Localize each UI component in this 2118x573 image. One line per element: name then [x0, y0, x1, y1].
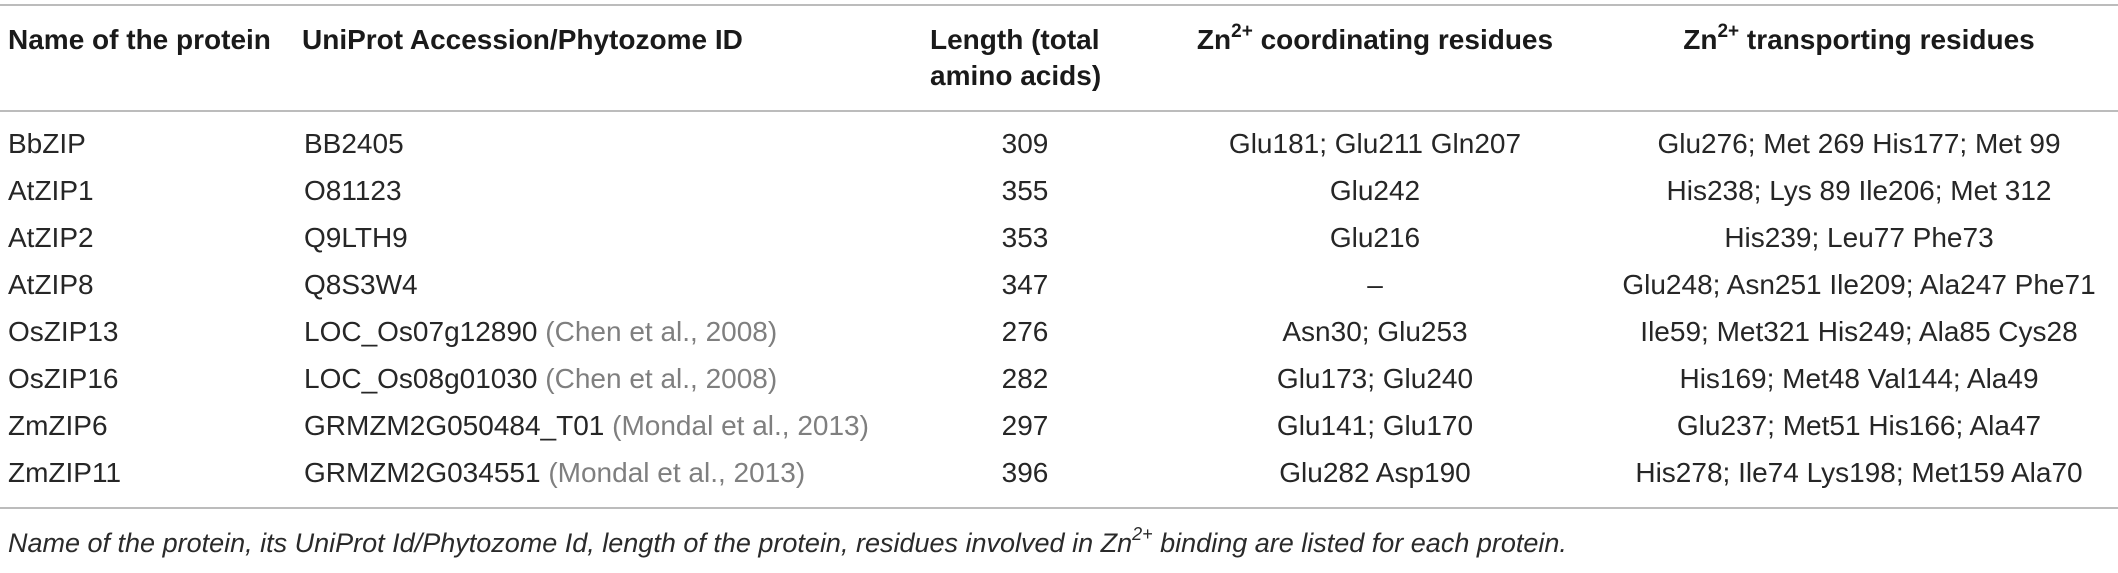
- length-cell: 276: [1001, 316, 1049, 347]
- footnote-text-end: binding are listed for each protein.: [1152, 528, 1567, 558]
- table-row: BbZIP BB2405 309 Glu181; Glu211 Gln207 Glu27…: [0, 111, 2118, 168]
- header-transporting-charge: 2+: [1717, 20, 1740, 42]
- citation-link[interactable]: (Chen et al., 2008): [545, 363, 778, 394]
- accession-id: LOC_Os07g12890: [304, 316, 546, 347]
- header-transporting: Zn2+ transporting residues: [1600, 5, 2118, 111]
- accession-id: O81123: [304, 175, 402, 206]
- length-cell: 297: [1001, 410, 1049, 441]
- table-row: AtZIP2 Q9LTH9 353 Glu216 His239; Leu77 Phe73: [0, 215, 2118, 262]
- transporting-residues-cell: His239; Leu77 Phe73: [1724, 222, 1994, 253]
- accession-cell: LOC_Os08g01030 (Chen et al., 2008): [294, 356, 850, 403]
- length-cell: 309: [1001, 128, 1049, 159]
- accession-cell: LOC_Os07g12890 (Chen et al., 2008): [294, 309, 850, 356]
- coordinating-residues-cell: Asn30; Glu253: [1282, 316, 1468, 347]
- citation-link[interactable]: (Mondal et al., 2013): [612, 410, 869, 441]
- accession-cell: GRMZM2G034551 (Mondal et al., 2013): [294, 450, 850, 508]
- header-coordinating: Zn2+ coordinating residues: [1150, 5, 1600, 111]
- protein-name-cell: BbZIP: [8, 128, 86, 159]
- table-footnote: Name of the protein, its UniProt Id/Phyt…: [8, 525, 1567, 559]
- table-row: OsZIP16 LOC_Os08g01030 (Chen et al., 2008…: [0, 356, 2118, 403]
- accession-id: GRMZM2G050484_T01: [304, 410, 613, 441]
- accession-id: Q8S3W4: [304, 269, 418, 300]
- footnote-charge: 2+: [1132, 524, 1153, 544]
- accession-id: Q9LTH9: [304, 222, 408, 253]
- table-body: BbZIP BB2405 309 Glu181; Glu211 Gln207 Glu27…: [0, 111, 2118, 508]
- coordinating-residues-cell: Glu216: [1329, 222, 1421, 253]
- accession-id: GRMZM2G034551: [304, 457, 549, 488]
- transporting-residues-cell: Glu248; Asn251 Ile209; Ala247 Phe71: [1622, 269, 2096, 300]
- table-header: Name of the protein UniProt Accession/Ph…: [0, 5, 2118, 111]
- accession-cell: BB2405: [294, 111, 850, 168]
- length-cell: 353: [1001, 222, 1049, 253]
- header-name: Name of the protein: [8, 24, 271, 55]
- coordinating-residues-cell: Glu282 Asp190: [1279, 457, 1471, 488]
- footnote-text: Name of the protein, its UniProt Id/Phyt…: [8, 528, 1133, 558]
- transporting-residues-cell: Glu276; Met 269 His177; Met 99: [1657, 128, 2061, 159]
- header-accession: UniProt Accession/Phytozome ID: [302, 24, 743, 55]
- accession-cell: O81123: [294, 168, 850, 215]
- table-row: AtZIP8 Q8S3W4 347 – Glu248; Asn251 Ile209; A…: [0, 262, 2118, 309]
- header-coordinating-charge: 2+: [1231, 20, 1253, 42]
- header-row: Name of the protein UniProt Accession/Ph…: [0, 5, 2118, 111]
- protein-name-cell: ZmZIP11: [8, 457, 122, 488]
- transporting-residues-cell: Glu237; Met51 His166; Ala47: [1676, 410, 2042, 441]
- length-cell: 396: [1001, 457, 1049, 488]
- protein-name-cell: AtZIP8: [8, 269, 94, 300]
- header-length: Length (total amino acids): [930, 24, 1102, 91]
- length-cell: 282: [1001, 363, 1049, 394]
- citation-link[interactable]: (Mondal et al., 2013): [548, 457, 806, 488]
- header-coordinating-label: coordinating residues: [1252, 24, 1554, 55]
- coordinating-residues-cell: Glu242: [1329, 175, 1421, 206]
- table-row: OsZIP13 LOC_Os07g12890 (Chen et al., 2008…: [0, 309, 2118, 356]
- accession-cell: Q9LTH9: [294, 215, 850, 262]
- coordinating-residues-cell: Glu173; Glu240: [1276, 363, 1474, 394]
- accession-id: BB2405: [304, 128, 404, 159]
- coordinating-residues-cell: –: [1367, 269, 1383, 300]
- protein-name-cell: AtZIP1: [8, 175, 94, 206]
- zip-protein-table: Name of the protein UniProt Accession/Ph…: [0, 4, 2118, 509]
- length-cell: 355: [1001, 175, 1049, 206]
- protein-name-cell: OsZIP13: [8, 316, 119, 347]
- protein-name-cell: OsZIP16: [8, 363, 119, 394]
- header-coordinating-zn: Zn: [1196, 24, 1232, 55]
- transporting-residues-cell: Ile59; Met321 His249; Ala85 Cys28: [1640, 316, 2078, 347]
- coordinating-residues-cell: Glu181; Glu211 Gln207: [1228, 128, 1522, 159]
- protein-name-cell: AtZIP2: [8, 222, 94, 253]
- transporting-residues-cell: His238; Lys 89 Ile206; Met 312: [1666, 175, 2052, 206]
- table-row: AtZIP1 O81123 355 Glu242 His238; Lys 89 Ile2…: [0, 168, 2118, 215]
- length-cell: 347: [1001, 269, 1049, 300]
- accession-cell: Q8S3W4: [294, 262, 850, 309]
- protein-name-cell: ZmZIP6: [8, 410, 108, 441]
- accession-id: LOC_Os08g01030: [304, 363, 546, 394]
- table-row: ZmZIP6 GRMZM2G050484_T01 (Mondal et al., …: [0, 403, 2118, 450]
- table-row: ZmZIP11 GRMZM2G034551 (Mondal et al., 201…: [0, 450, 2118, 508]
- coordinating-residues-cell: Glu141; Glu170: [1276, 410, 1474, 441]
- citation-link[interactable]: (Chen et al., 2008): [545, 316, 778, 347]
- accession-cell: GRMZM2G050484_T01 (Mondal et al., 2013): [294, 403, 869, 450]
- transporting-residues-cell: His278; Ile74 Lys198; Met159 Ala70: [1635, 457, 2083, 488]
- header-transporting-zn: Zn: [1683, 24, 1718, 55]
- header-transporting-label: transporting residues: [1739, 24, 2035, 55]
- transporting-residues-cell: His169; Met48 Val144; Ala49: [1679, 363, 2039, 394]
